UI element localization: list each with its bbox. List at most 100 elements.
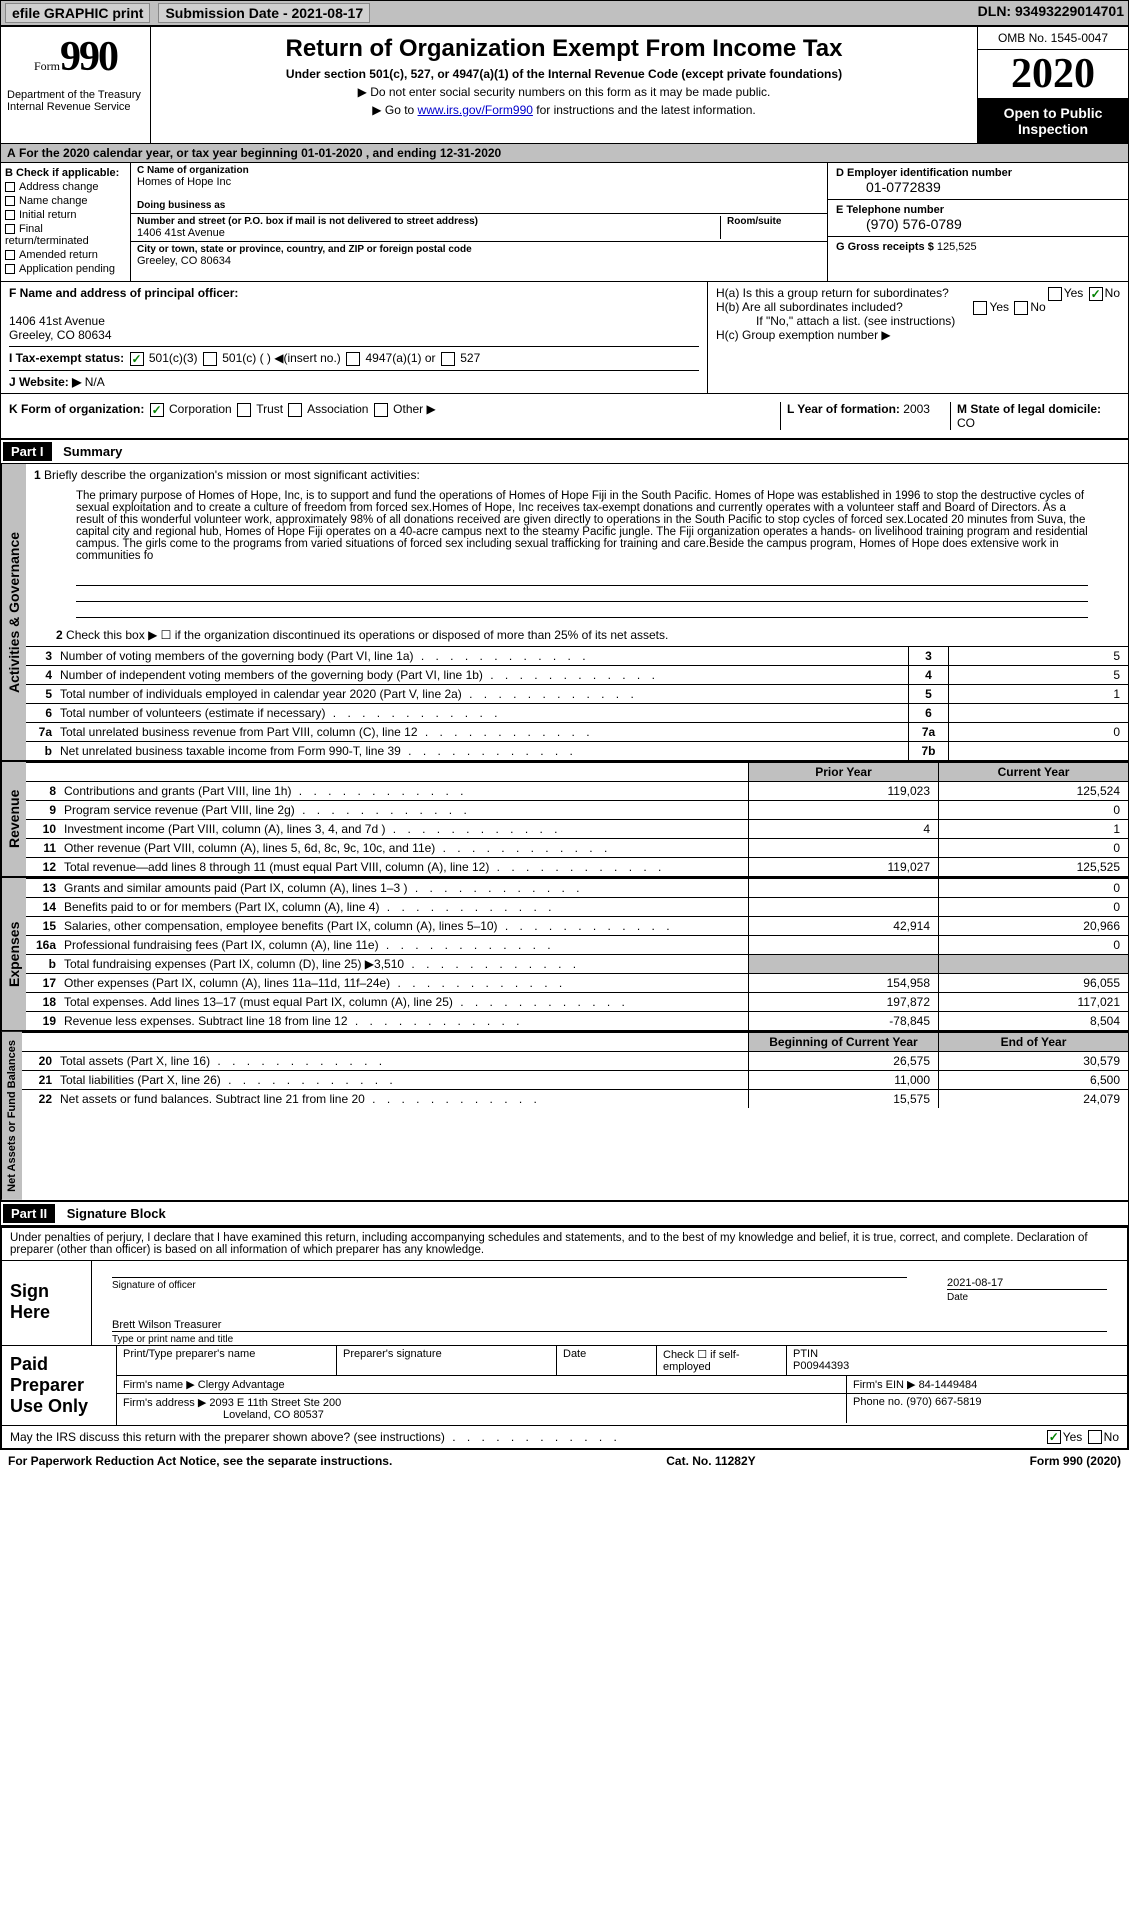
tax-year: 2020 <box>978 50 1128 99</box>
box-c: C Name of organization Homes of Hope Inc… <box>131 163 828 281</box>
cb-trust[interactable] <box>237 403 251 417</box>
tab-activities-governance: Activities & Governance <box>1 464 26 760</box>
dba-label: Doing business as <box>137 200 821 211</box>
ptin-value: P00944393 <box>793 1360 849 1372</box>
sig-name: Brett Wilson Treasurer <box>112 1305 1107 1332</box>
form-number: 990 <box>60 34 117 80</box>
form990-link[interactable]: www.irs.gov/Form990 <box>418 103 533 117</box>
firm-ein: 84-1449484 <box>919 1379 978 1391</box>
discuss-no[interactable] <box>1088 1430 1102 1444</box>
form-prefix: Form <box>34 59 60 73</box>
part1-title: Summary <box>55 444 122 459</box>
ein-label: D Employer identification number <box>836 167 1012 179</box>
org-name: Homes of Hope Inc <box>137 176 821 188</box>
opt-4947: 4947(a)(1) or <box>366 351 436 365</box>
form-title: Return of Organization Exempt From Incom… <box>163 35 965 63</box>
cb-address-change[interactable]: Address change <box>5 181 126 193</box>
line-17: 17Other expenses (Part IX, column (A), l… <box>26 973 1128 992</box>
line-7a: 7aTotal unrelated business revenue from … <box>26 722 1128 741</box>
cb-other[interactable] <box>374 403 388 417</box>
line-21: 21Total liabilities (Part X, line 26)11,… <box>22 1070 1128 1089</box>
year-formation: 2003 <box>903 402 930 416</box>
line-b: bNet unrelated business taxable income f… <box>26 741 1128 760</box>
cb-name-change[interactable]: Name change <box>5 195 126 207</box>
preparer-name-hdr: Print/Type preparer's name <box>117 1346 337 1375</box>
city-label: City or town, state or province, country… <box>137 244 821 255</box>
box-b-title: B Check if applicable: <box>5 167 119 179</box>
efile-button[interactable]: efile GRAPHIC print <box>5 3 150 23</box>
part2-title: Signature Block <box>59 1206 166 1221</box>
firm-addr1: 2093 E 11th Street Ste 200 <box>209 1397 341 1409</box>
sig-date: 2021-08-17 <box>947 1263 1107 1290</box>
box-k-label: K Form of organization: <box>9 402 144 416</box>
officer-label: F Name and address of principal officer: <box>9 286 238 300</box>
org-name-label: C Name of organization <box>137 165 821 176</box>
paperwork-notice: For Paperwork Reduction Act Notice, see … <box>8 1454 392 1468</box>
suite-label: Room/suite <box>727 216 821 227</box>
line-b: bTotal fundraising expenses (Part IX, co… <box>26 954 1128 973</box>
part2-header: Part II <box>3 1204 55 1223</box>
officer-addr1: 1406 41st Avenue <box>9 314 699 328</box>
firm-name: Clergy Advantage <box>198 1379 285 1391</box>
year-formation-label: L Year of formation: <box>787 402 900 416</box>
cb-corporation[interactable] <box>150 403 164 417</box>
cb-501c[interactable] <box>203 352 217 366</box>
hc-label: H(c) Group exemption number ▶ <box>716 328 1120 342</box>
ha-yes[interactable] <box>1048 287 1062 301</box>
cb-amended-return[interactable]: Amended return <box>5 249 126 261</box>
sign-here-label: Sign Here <box>2 1261 92 1345</box>
year-box: OMB No. 1545-0047 2020 Open to Public In… <box>978 27 1128 143</box>
tab-expenses: Expenses <box>1 878 26 1030</box>
prior-year-hdr: Prior Year <box>748 763 938 781</box>
tab-net-assets: Net Assets or Fund Balances <box>1 1032 22 1200</box>
firm-ein-label: Firm's EIN ▶ <box>853 1379 916 1391</box>
ha-no[interactable] <box>1089 287 1103 301</box>
line-3: 3Number of voting members of the governi… <box>26 646 1128 665</box>
boc-hdr: Beginning of Current Year <box>748 1033 938 1051</box>
perjury-declaration: Under penalties of perjury, I declare th… <box>2 1228 1127 1260</box>
eoy-hdr: End of Year <box>938 1033 1128 1051</box>
sig-date-label: Date <box>927 1292 1127 1303</box>
line-14: 14Benefits paid to or for members (Part … <box>26 897 1128 916</box>
line-18: 18Total expenses. Add lines 13–17 (must … <box>26 992 1128 1011</box>
cb-4947[interactable] <box>346 352 360 366</box>
open-inspection: Open to Public Inspection <box>978 99 1128 143</box>
line-20: 20Total assets (Part X, line 16)26,57530… <box>22 1051 1128 1070</box>
website-label: J Website: ▶ <box>9 375 81 389</box>
opt-501c3: 501(c)(3) <box>149 351 198 365</box>
tab-revenue: Revenue <box>1 762 26 876</box>
hb-yes[interactable] <box>973 301 987 315</box>
cb-501c3[interactable] <box>130 352 144 366</box>
ein-value: 01-0772839 <box>836 179 1120 195</box>
preparer-sig-hdr: Preparer's signature <box>337 1346 557 1375</box>
hb-note: If "No," attach a list. (see instruction… <box>716 314 1120 328</box>
cb-application-pending[interactable]: Application pending <box>5 263 126 275</box>
box-de: D Employer identification number 01-0772… <box>828 163 1128 281</box>
addr-label: Number and street (or P.O. box if mail i… <box>137 216 720 227</box>
preparer-date-hdr: Date <box>557 1346 657 1375</box>
hb-no[interactable] <box>1014 301 1028 315</box>
omb-number: OMB No. 1545-0047 <box>978 27 1128 50</box>
firm-phone-label: Phone no. <box>853 1396 903 1408</box>
firm-addr2: Loveland, CO 80537 <box>123 1409 324 1421</box>
opt-501c: 501(c) ( ) ◀(insert no.) <box>222 351 341 365</box>
cb-initial-return[interactable]: Initial return <box>5 209 126 221</box>
self-employed-hdr: Check ☐ if self-employed <box>657 1346 787 1375</box>
part1-header: Part I <box>3 442 52 461</box>
cb-527[interactable] <box>441 352 455 366</box>
sig-officer-label: Signature of officer <box>92 1280 927 1291</box>
line-5: 5Total number of individuals employed in… <box>26 684 1128 703</box>
discuss-yes[interactable] <box>1047 1430 1061 1444</box>
opt-527: 527 <box>460 351 480 365</box>
q1-label: Briefly describe the organization's miss… <box>44 468 420 482</box>
firm-phone: (970) 667-5819 <box>906 1396 981 1408</box>
cat-no: Cat. No. 11282Y <box>666 1454 755 1468</box>
line-22: 22Net assets or fund balances. Subtract … <box>22 1089 1128 1108</box>
top-bar: efile GRAPHIC print Submission Date - 20… <box>0 0 1129 26</box>
cb-association[interactable] <box>288 403 302 417</box>
cb-final-return[interactable]: Final return/terminated <box>5 223 126 247</box>
street-address: 1406 41st Avenue <box>137 227 720 239</box>
ssn-note: ▶ Do not enter social security numbers o… <box>163 85 965 99</box>
ptin-label: PTIN <box>793 1348 818 1360</box>
tax-status-label: I Tax-exempt status: <box>9 351 124 365</box>
